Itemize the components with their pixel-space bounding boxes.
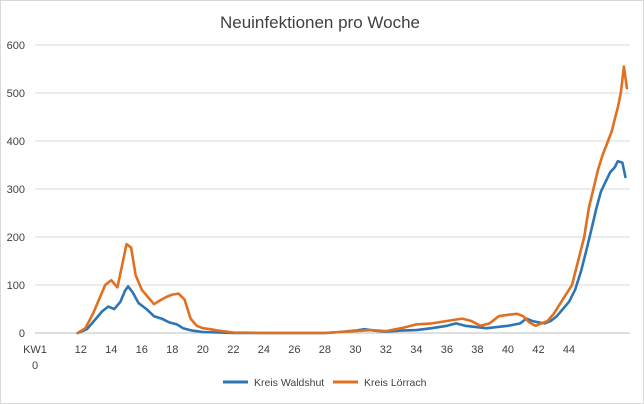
y-axis-ticks: 0 100 200 300 400 500 600	[7, 40, 25, 340]
y-tick-label-0: 0	[19, 328, 25, 340]
x-tick-label-34: 34	[410, 344, 422, 356]
x-tick-label-32: 32	[380, 344, 392, 356]
y-tick-label-400: 400	[7, 136, 25, 148]
legend-label-kreis-loerrach: Kreis Lörrach	[364, 377, 427, 389]
x-tick-label-20: 20	[197, 344, 209, 356]
x-tick-label-44: 44	[563, 344, 575, 356]
y-tick-label-600: 600	[7, 40, 25, 52]
y-tick-label-300: 300	[7, 184, 25, 196]
x-axis-ticks: 12 14 16 18 20 22 24 26 28 30 32 34 36 38 40 42 44	[75, 344, 575, 356]
series-lines	[76, 65, 629, 335]
y-tick-label-200: 200	[7, 232, 25, 244]
legend-label-kreis-waldshut: Kreis Waldshut	[254, 377, 324, 389]
x-tick-label-28: 28	[319, 344, 331, 356]
y-tick-label-100: 100	[7, 280, 25, 292]
x-tick-label-24: 24	[258, 344, 270, 356]
x-tick-label-18: 18	[166, 344, 178, 356]
x-tick-label-16: 16	[136, 344, 148, 356]
x-tick-label-12: 12	[75, 344, 87, 356]
x-tick-label-14: 14	[105, 344, 117, 356]
series-line-kreis-loerrach	[76, 65, 629, 335]
x-tick-label-22: 22	[227, 344, 239, 356]
y-tick-label-500: 500	[7, 88, 25, 100]
legend: Kreis Waldshut Kreis Lörrach	[223, 377, 427, 389]
x-tick-label-36: 36	[441, 344, 453, 356]
x-tick-label-38: 38	[471, 344, 483, 356]
x-tick-label-42: 42	[532, 344, 544, 356]
series-line-kreis-waldshut	[76, 159, 627, 335]
x-tick-label-40: 40	[502, 344, 514, 356]
x-tick-label-26: 26	[288, 344, 300, 356]
x-axis-first-label-line1: KW1	[23, 344, 47, 356]
x-axis-first-label-line2: 0	[32, 360, 38, 372]
chart-title: Neuinfektionen pro Woche	[220, 13, 420, 32]
gridlines	[35, 44, 630, 334]
x-tick-label-30: 30	[349, 344, 361, 356]
